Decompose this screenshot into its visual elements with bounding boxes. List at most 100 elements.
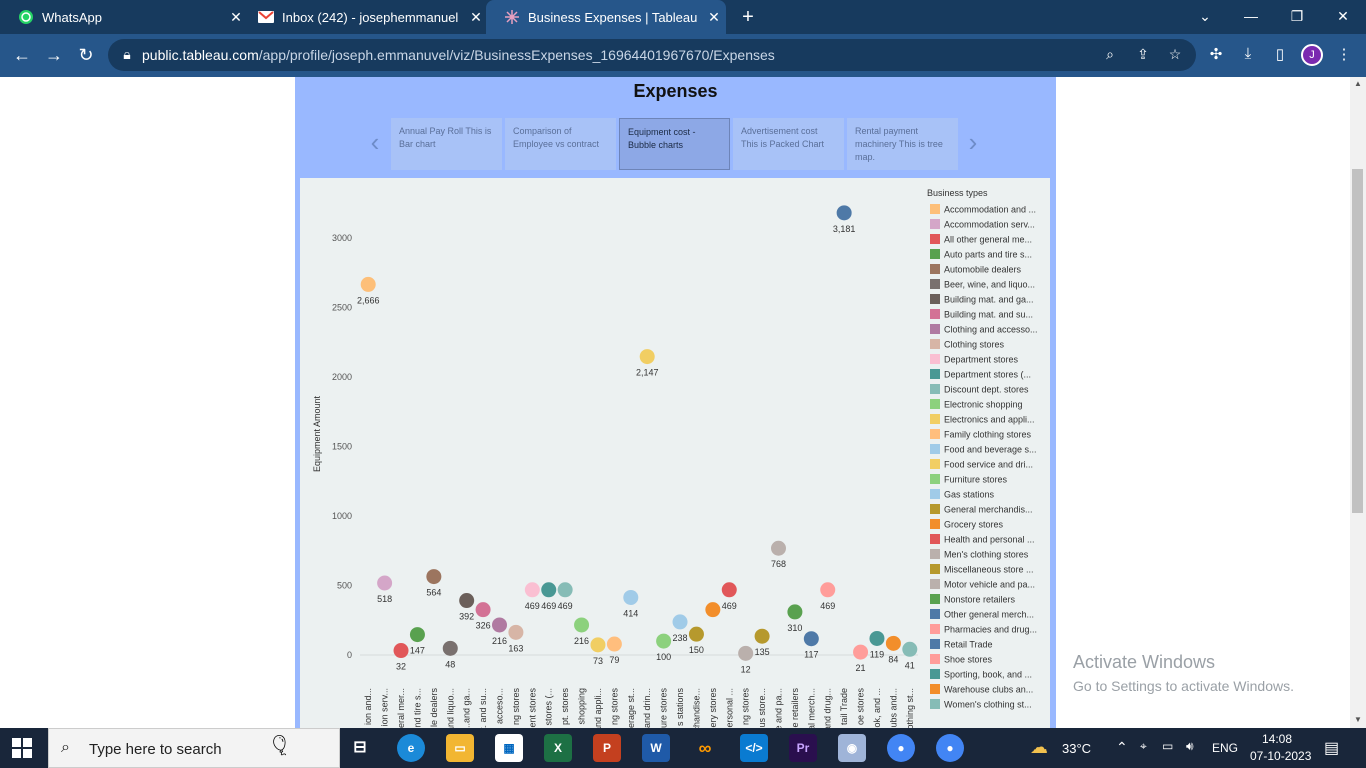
data-label: 469 xyxy=(525,601,540,611)
clock-date[interactable]: 07-10-2023 xyxy=(1250,749,1312,763)
bubble-point xyxy=(820,582,836,598)
story-point-annual-payroll[interactable]: Annual Pay Roll This is Bar chart xyxy=(391,118,502,170)
clock-time[interactable]: 14:08 xyxy=(1262,732,1293,746)
tab-tableau[interactable]: Business Expenses | Tableau Pub ✕ xyxy=(486,0,726,34)
x-category-label: and drug... xyxy=(823,688,833,728)
menu-icon[interactable]: ⋮ xyxy=(1336,46,1352,63)
data-label: 469 xyxy=(541,601,556,611)
battery-icon[interactable]: ▭ xyxy=(1162,739,1174,753)
bubble-point xyxy=(721,582,737,598)
notification-icon[interactable]: ▤ xyxy=(1324,740,1340,757)
story-next-arrow-icon[interactable]: › xyxy=(968,127,978,157)
file-explorer-icon[interactable]: ▭ xyxy=(446,734,474,762)
x-category-label: pt. stores xyxy=(560,688,570,726)
volume-icon[interactable]: 🔊︎ xyxy=(1186,739,1194,753)
maximize-button[interactable]: ❐ xyxy=(1290,8,1304,24)
legend-item: Motor vehicle and pa... xyxy=(944,580,1035,590)
legend-item: Other general merch... xyxy=(944,610,1034,620)
bubble-point xyxy=(541,582,557,598)
legend-swatch xyxy=(930,354,940,364)
weather-icon[interactable]: ☁ xyxy=(1030,737,1048,757)
share-icon[interactable]: ⇪ xyxy=(1137,46,1149,62)
windows-start-icon[interactable] xyxy=(12,738,32,758)
x-category-label: al merch... xyxy=(806,688,816,728)
download-icon[interactable]: ⤓ xyxy=(1244,45,1252,62)
reload-icon[interactable]: ↻ xyxy=(78,45,94,65)
url-text: public.tableau.com/app/profile/joseph.em… xyxy=(142,47,775,63)
chrome-profile-1-icon[interactable]: ● xyxy=(887,734,915,762)
close-tab-icon[interactable]: ✕ xyxy=(470,8,482,25)
data-label: 119 xyxy=(870,649,884,659)
equipment-bubble-chart: Equipment Amount 0 500 1000 1500 2000 2500 3000… xyxy=(312,188,1038,728)
excel-icon[interactable]: X xyxy=(544,734,572,762)
data-label: 150 xyxy=(689,645,704,655)
x-category-label: and liquo... xyxy=(445,688,455,728)
word-icon[interactable]: W xyxy=(642,734,670,762)
page-scrollbar[interactable]: ▲ ▼ xyxy=(1350,77,1366,728)
legend-swatch xyxy=(930,504,940,514)
bubble-point xyxy=(606,636,622,652)
x-category-label: ...and ga... xyxy=(462,688,472,728)
dashboard-title: Expenses xyxy=(633,81,718,101)
data-label: 3,181 xyxy=(833,224,856,234)
weather-temperature[interactable]: 33°C xyxy=(1062,741,1092,756)
x-category-label: t. and su... xyxy=(478,688,488,728)
legend-swatch xyxy=(930,669,940,679)
bubble-point xyxy=(409,627,425,643)
close-tab-icon[interactable]: ✕ xyxy=(230,8,242,25)
chrome-profile-2-icon[interactable]: ● xyxy=(936,734,964,762)
scroll-down-icon[interactable]: ▼ xyxy=(1354,715,1362,724)
bubble-point xyxy=(360,276,376,292)
data-label: 326 xyxy=(476,621,491,631)
vscode-icon[interactable]: </> xyxy=(740,734,768,762)
forward-icon[interactable]: → xyxy=(45,45,63,65)
premiere-icon[interactable]: Pr xyxy=(789,734,817,762)
bubble-point xyxy=(557,582,573,598)
data-label: 564 xyxy=(426,588,441,598)
story-point-equipment-cost[interactable]: Equipment cost - Bubble charts xyxy=(619,118,730,170)
scrollbar-thumb[interactable] xyxy=(1352,169,1363,513)
balloons-icon: 🎈︎ xyxy=(267,735,293,757)
back-icon[interactable]: ← xyxy=(13,45,31,65)
chevron-up-icon[interactable]: ⌃ xyxy=(1116,739,1128,755)
legend-item: Building mat. and ga... xyxy=(944,295,1034,305)
language-indicator[interactable]: ENG xyxy=(1212,741,1239,755)
address-bar[interactable]: 🔒︎ public.tableau.com/app/profile/joseph… xyxy=(108,39,1196,71)
bubble-point xyxy=(475,602,491,618)
taskbar-search-box[interactable]: ⌕ Type here to search 🎈︎ xyxy=(48,728,340,768)
legend-swatch xyxy=(930,609,940,619)
data-label: 469 xyxy=(820,601,835,611)
story-point-advertisement-cost[interactable]: Advertisement cost This is Packed Chart xyxy=(733,118,844,170)
story-prev-arrow-icon[interactable]: ‹ xyxy=(370,127,380,157)
new-tab-button[interactable]: + xyxy=(742,6,754,28)
x-category-label: ion serv... xyxy=(380,688,390,726)
x-category-label: s stations xyxy=(675,688,685,727)
scroll-up-icon[interactable]: ▲ xyxy=(1354,79,1362,88)
extensions-icon[interactable]: ✣ xyxy=(1209,46,1223,63)
zoom-icon[interactable]: ⌕ xyxy=(1106,46,1114,62)
side-panel-icon[interactable]: ▯ xyxy=(1275,46,1285,63)
media-app-icon[interactable]: ◉ xyxy=(838,734,866,762)
task-view-icon[interactable]: ⊟ xyxy=(353,739,367,756)
edge-icon[interactable]: e xyxy=(397,734,425,762)
bubble-point xyxy=(705,602,721,618)
close-window-button[interactable]: ✕ xyxy=(1337,8,1349,24)
story-point-rental-payment[interactable]: Rental payment machinery This is tree ma… xyxy=(847,118,958,170)
tab-search-chevron-icon[interactable]: ⌄ xyxy=(1199,8,1211,24)
story-point-employee-vs-contract[interactable]: Comparison of Employee vs contract xyxy=(505,118,616,170)
tab-whatsapp[interactable]: WhatsApp ✕ xyxy=(0,0,248,34)
powerpoint-icon[interactable]: P xyxy=(593,734,621,762)
legend-swatch xyxy=(930,564,940,574)
data-label: 48 xyxy=(445,659,455,669)
x-category-label: stores (... xyxy=(544,688,554,726)
network-icon[interactable]: ⌖ xyxy=(1140,739,1147,753)
tab-gmail[interactable]: Inbox (242) - josephemmanuel ✕ xyxy=(240,0,488,34)
data-label: 12 xyxy=(741,664,751,674)
profile-avatar[interactable]: J xyxy=(1301,44,1323,66)
close-tab-icon[interactable]: ✕ xyxy=(708,8,720,25)
minimize-button[interactable]: — xyxy=(1244,8,1258,24)
x-category-label: ery stores xyxy=(708,688,718,728)
infinity-app-icon[interactable]: ∞ xyxy=(698,738,712,758)
bookmark-star-icon[interactable]: ☆ xyxy=(1168,46,1182,62)
store-icon[interactable]: ▦ xyxy=(495,734,523,762)
